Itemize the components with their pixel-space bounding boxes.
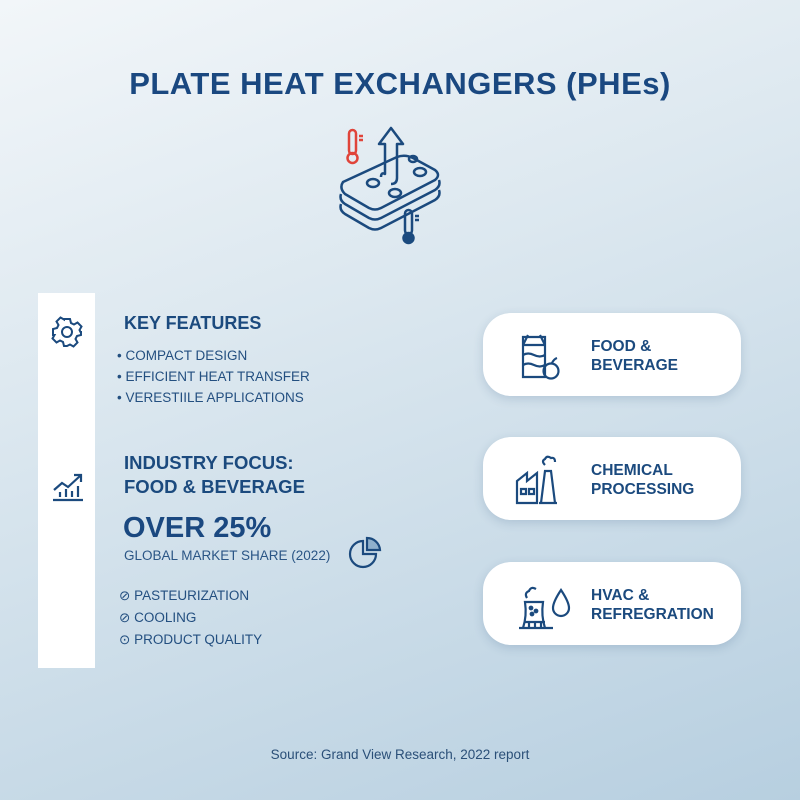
card-label: HVAC & REFREGRATION [591,586,714,624]
market-share-stat: OVER 25% [123,512,272,544]
check-circle-icon: ⊘ [119,588,131,603]
card-label-line2: REFREGRATION [591,606,714,623]
benefits-list: ⊘ PASTEURIZATION ⊘ COOLING ⊙ PRODUCT QUA… [119,585,262,651]
card-hvac-refrigeration: HVAC & REFREGRATION [483,562,741,645]
key-features-heading: KEY FEATURES [124,313,262,333]
factory-icon [515,455,557,505]
card-label-line2: PROCESSING [591,481,695,498]
industry-heading-line1: INDUSTRY FOCUS: [124,452,294,473]
card-label-line2: BEVERAGE [591,357,678,374]
milk-carton-apple-icon [521,334,560,380]
source-note: Source: Grand View Research, 2022 report [270,747,530,762]
page-title: PLATE HEAT EXCHANGERS (PHEs) [129,66,671,101]
cooling-tower-droplet-icon [519,586,571,630]
card-label-line1: HVAC & [591,587,650,604]
growth-chart-icon [53,473,83,502]
gear-icon [51,316,83,348]
card-label: CHEMICAL PROCESSING [591,461,694,499]
quality-circle-icon: ⊙ [119,632,131,647]
list-item-text: PASTEURIZATION [134,588,250,603]
list-item: ⊘ PASTEURIZATION [119,585,262,607]
list-item: ⊘ COOLING [119,607,262,629]
list-item-text: COOLING [134,610,197,625]
pie-chart-icon [348,536,382,569]
icon-strip [38,293,95,668]
industry-heading: INDUSTRY FOCUS: FOOD & BEVERAGE [124,451,305,499]
list-item-text: VERESTIILE APPLICATIONS [125,390,304,405]
list-item-text: COMPACT DESIGN [125,348,248,363]
card-label: FOOD & BEVERAGE [591,337,678,375]
market-share-label: GLOBAL MARKET SHARE (2022) [124,548,331,563]
card-chemical-processing: CHEMICAL PROCESSING [483,437,741,520]
card-label-line1: CHEMICAL [591,462,673,479]
list-item-text: EFFICIENT HEAT TRANSFER [125,369,310,384]
list-item: • EFFICIENT HEAT TRANSFER [117,369,310,384]
card-label-line1: FOOD & [591,338,652,355]
list-item: ⊙ PRODUCT QUALITY [119,629,262,651]
list-item: • COMPACT DESIGN [117,348,248,363]
list-item: • VERESTIILE APPLICATIONS [117,390,304,405]
check-circle-icon: ⊘ [119,610,131,625]
industry-heading-line2: FOOD & BEVERAGE [124,476,305,497]
key-features-list: • COMPACT DESIGN • EFFICIENT HEAT TRANSF… [117,345,310,408]
heat-exchanger-icon [339,126,441,245]
card-food-beverage: FOOD & BEVERAGE [483,313,741,396]
list-item-text: PRODUCT QUALITY [134,632,263,647]
